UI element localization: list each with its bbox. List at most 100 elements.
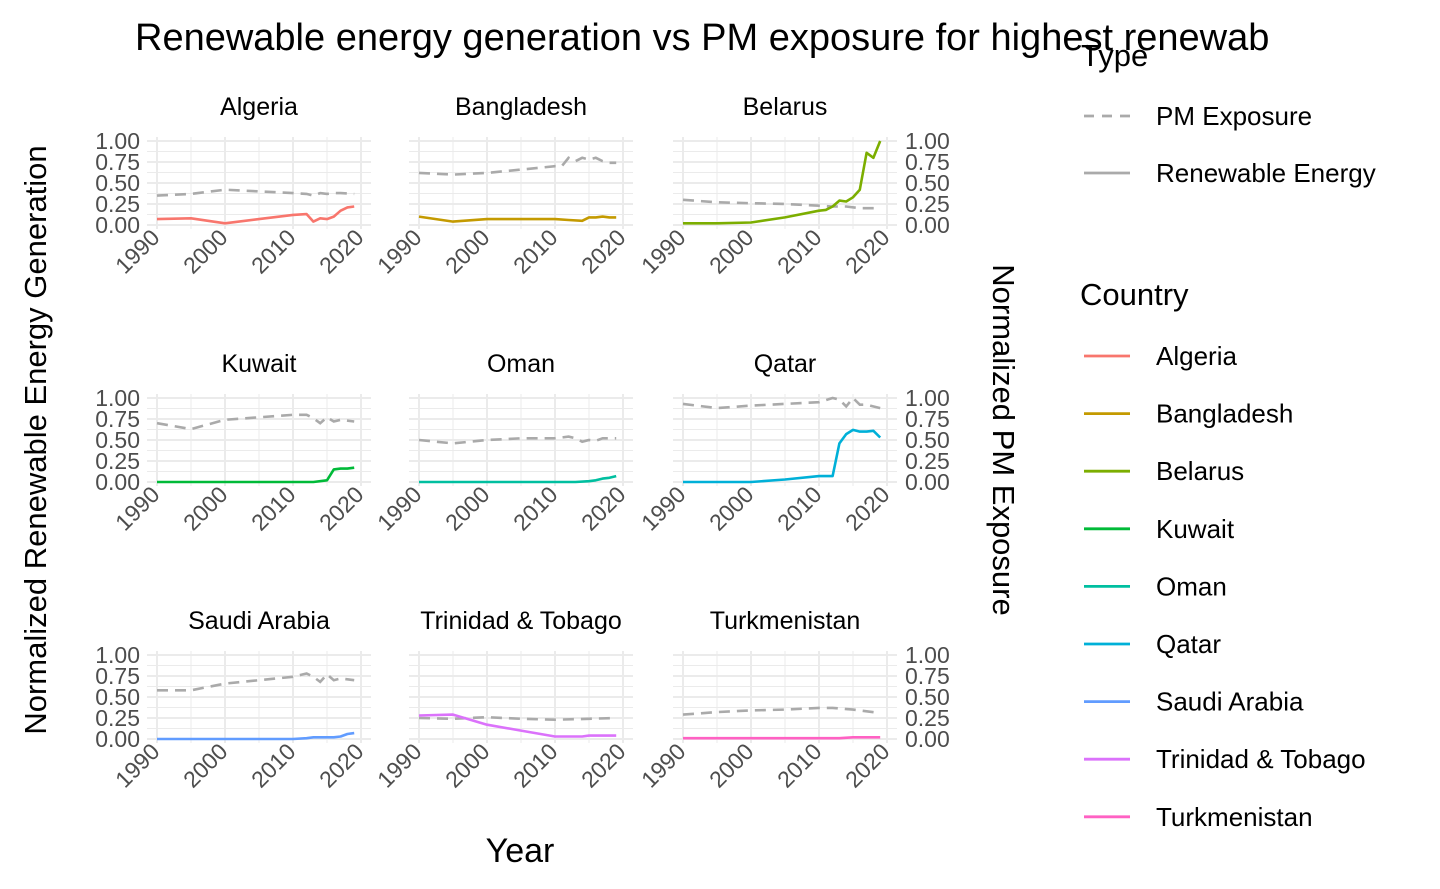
y-tick-label-right: 0.00 <box>905 726 950 752</box>
legend-country-title: Country <box>1080 277 1189 312</box>
legend-label-belarus: Belarus <box>1156 456 1244 486</box>
panel-title: Saudi Arabia <box>188 607 330 635</box>
x-tick-label: 2000 <box>178 481 233 536</box>
grid <box>673 394 897 486</box>
y-tick-label-right: 0.75 <box>905 149 950 175</box>
y-tick-label-right: 0.75 <box>905 406 950 432</box>
y-tick-label-right: 0.00 <box>905 469 950 495</box>
y-tick-label: 0.75 <box>95 149 140 175</box>
legend-label-trinidad-and-tobago: Trinidad & Tobago <box>1156 744 1366 774</box>
y-tick-label: 1.00 <box>95 642 140 668</box>
x-tick-label: 2020 <box>840 481 895 536</box>
legend-label-bangladesh: Bangladesh <box>1156 399 1293 429</box>
legend-label-renewable-energy: Renewable Energy <box>1156 158 1376 188</box>
panel-belarus: Belarus 0.000.250.500.751.00 1990 2000 2010 2… <box>636 93 950 279</box>
grid <box>147 651 371 743</box>
y-tick-label-right: 0.25 <box>905 448 950 474</box>
x-tick-label: 2010 <box>772 481 827 536</box>
y-tick-label-right: 0.50 <box>905 427 950 453</box>
x-tick-label: 2000 <box>704 481 759 536</box>
x-tick-label: 2020 <box>576 481 631 536</box>
x-tick-label: 2010 <box>772 224 827 279</box>
y-tick-label-right: 1.00 <box>905 642 950 668</box>
x-tick-label: 1990 <box>636 224 691 279</box>
y-tick-label: 0.75 <box>95 663 140 689</box>
pm-exposure-line <box>682 396 881 410</box>
panel-title: Algeria <box>220 93 298 121</box>
panel-title: Kuwait <box>221 350 296 378</box>
y-tick-label-right: 0.25 <box>905 705 950 731</box>
grid <box>409 651 633 743</box>
pm-exposure-line <box>682 198 881 210</box>
y-tick-label: 1.00 <box>95 385 140 411</box>
y-tick-label: 1.00 <box>95 128 140 154</box>
x-tick-label: 2010 <box>246 224 301 279</box>
panel-title: Oman <box>487 350 555 378</box>
panel-title: Bangladesh <box>455 93 587 121</box>
y-tick-label: 0.25 <box>95 705 140 731</box>
legend-label-kuwait: Kuwait <box>1156 514 1235 544</box>
y-tick-label-right: 1.00 <box>905 128 950 154</box>
panel-trinidad-and-tobago: Trinidad & Tobago 1990 2000 2010 2020 <box>372 607 633 793</box>
x-tick-label: 2010 <box>246 738 301 793</box>
grid <box>409 137 633 229</box>
x-tick-label: 2000 <box>178 738 233 793</box>
panel-oman: Oman 1990 2000 2010 2020 <box>372 350 633 536</box>
x-tick-label: 1990 <box>636 738 691 793</box>
y-tick-label-right: 0.25 <box>905 191 950 217</box>
x-tick-label: 2020 <box>576 738 631 793</box>
x-tick-label: 2020 <box>314 481 369 536</box>
x-tick-label: 2020 <box>840 738 895 793</box>
x-tick-label: 2020 <box>314 738 369 793</box>
x-tick-label: 2010 <box>508 738 563 793</box>
legend-label-oman: Oman <box>1156 571 1227 601</box>
panel-title: Belarus <box>743 93 828 121</box>
x-tick-label: 2020 <box>314 224 369 279</box>
x-tick-label: 2020 <box>840 224 895 279</box>
renewable-energy-line <box>683 735 881 740</box>
x-tick-label: 1990 <box>372 481 427 536</box>
pm-exposure-line <box>156 188 355 197</box>
x-tick-label: 2010 <box>246 481 301 536</box>
x-tick-label: 2000 <box>440 738 495 793</box>
panel-title: Turkmenistan <box>710 607 861 635</box>
legend-label-qatar: Qatar <box>1156 629 1221 659</box>
y-tick-label: 0.75 <box>95 406 140 432</box>
renewable-energy-line <box>157 466 355 484</box>
renewable-energy-line <box>418 215 617 223</box>
y-tick-label: 0.25 <box>95 191 140 217</box>
legend-label-turkmenistan: Turkmenistan <box>1156 802 1313 832</box>
y-tick-label-right: 0.50 <box>905 684 950 710</box>
x-axis-title: Year <box>486 832 555 870</box>
grid <box>673 651 897 743</box>
x-tick-label: 2000 <box>440 481 495 536</box>
y-tick-label-right: 0.50 <box>905 170 950 196</box>
x-tick-label: 2010 <box>508 224 563 279</box>
y-tick-label: 0.00 <box>95 469 140 495</box>
legend: Type PM Exposure Renewable Energy Country Al… <box>1080 38 1376 832</box>
panel-title: Qatar <box>754 350 817 378</box>
legend-label-pm-exposure: PM Exposure <box>1156 101 1312 131</box>
pm-exposure-line <box>418 715 617 722</box>
y-tick-label: 0.50 <box>95 684 140 710</box>
y-tick-label: 0.50 <box>95 427 140 453</box>
panel-qatar: Qatar 0.000.250.500.751.00 1990 2000 2010 202… <box>636 350 950 536</box>
x-tick-label: 2010 <box>772 738 827 793</box>
x-tick-label: 1990 <box>372 738 427 793</box>
x-tick-label: 2020 <box>576 224 631 279</box>
legend-label-algeria: Algeria <box>1156 341 1237 371</box>
legend-label-saudi-arabia: Saudi Arabia <box>1156 687 1304 717</box>
x-tick-label: 1990 <box>636 481 691 536</box>
legend-type-title: Type <box>1081 38 1148 73</box>
x-tick-label: 1990 <box>372 224 427 279</box>
pm-exposure-line <box>418 435 617 445</box>
y-tick-label: 0.25 <box>95 448 140 474</box>
pm-exposure-line <box>682 706 881 716</box>
y-tick-label: 0.00 <box>95 726 140 752</box>
renewable-energy-line <box>683 140 882 225</box>
